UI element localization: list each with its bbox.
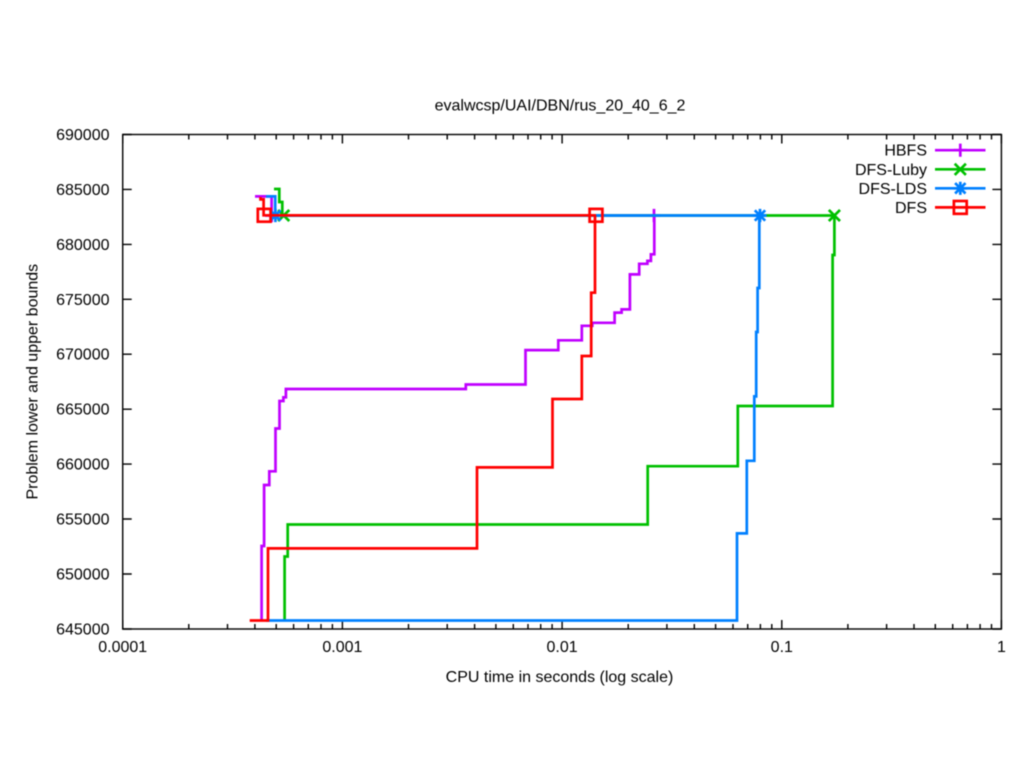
- svg-text:CPU time in seconds (log scale: CPU time in seconds (log scale): [446, 669, 674, 686]
- svg-text:1: 1: [997, 639, 1006, 656]
- svg-text:685000: 685000: [56, 182, 109, 199]
- svg-text:0.0001: 0.0001: [98, 639, 147, 656]
- svg-text:DFS: DFS: [895, 200, 927, 217]
- svg-text:0.01: 0.01: [547, 639, 578, 656]
- svg-text:670000: 670000: [56, 347, 109, 364]
- svg-text:0.001: 0.001: [322, 639, 362, 656]
- svg-text:675000: 675000: [56, 292, 109, 309]
- svg-text:660000: 660000: [56, 457, 109, 474]
- svg-text:665000: 665000: [56, 402, 109, 419]
- svg-text:690000: 690000: [56, 127, 109, 144]
- svg-text:DFS-Luby: DFS-Luby: [855, 162, 927, 179]
- svg-text:680000: 680000: [56, 237, 109, 254]
- svg-text:645000: 645000: [56, 622, 109, 639]
- svg-text:evalwcsp/UAI/DBN/rus_20_40_6_2: evalwcsp/UAI/DBN/rus_20_40_6_2: [435, 98, 686, 115]
- svg-text:DFS-LDS: DFS-LDS: [859, 181, 927, 198]
- svg-text:Problem lower and upper bounds: Problem lower and upper bounds: [25, 264, 42, 500]
- svg-text:HBFS: HBFS: [884, 143, 927, 160]
- svg-text:0.1: 0.1: [771, 639, 793, 656]
- svg-text:655000: 655000: [56, 512, 109, 529]
- svg-text:650000: 650000: [56, 566, 109, 583]
